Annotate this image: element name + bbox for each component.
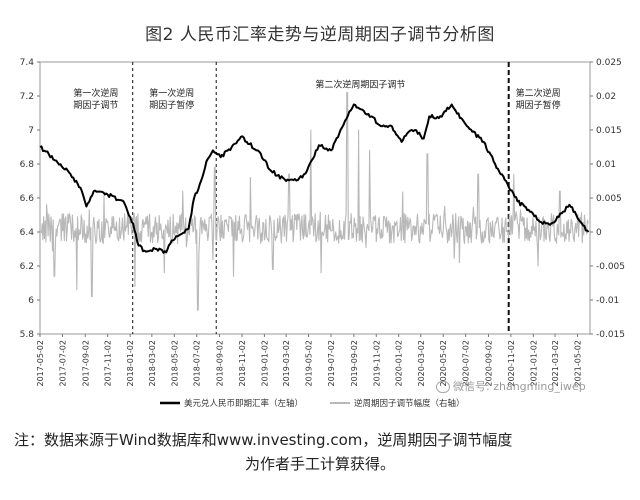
y-left-tick-label: 6 xyxy=(28,296,34,306)
x-tick-label: 2018-05-02 xyxy=(170,340,179,387)
x-tick-label: 2021-03-02 xyxy=(551,340,560,387)
x-tick-label: 2018-01-02 xyxy=(126,340,135,387)
y-right-tick-label: 0.02 xyxy=(596,92,616,102)
chart-plot: 5.8 6 6.2 6.4 6.6 6.8 7 7.2 7.4 -0.015 -0.01 -0.00… xyxy=(20,58,625,409)
chart-title: 图2 人民币汇率走势与逆周期因子调节分析图 xyxy=(145,25,495,45)
note-line-1: 注：数据来源于Wind数据库和www.investing.com，逆周期因子调节… xyxy=(14,431,513,449)
watermark-text: 微信号: zhangming_iwep xyxy=(453,380,586,393)
annotation-text: 第一次逆周 xyxy=(149,87,194,99)
x-tick-label: 2017-05-02 xyxy=(36,340,45,387)
x-tick-label: 2017-07-02 xyxy=(58,340,67,387)
y-left-tick-label: 6.8 xyxy=(20,160,35,170)
x-tick-label: 2018-07-02 xyxy=(193,340,202,387)
legend-label-adjustment: 逆周期因子调节幅度（右轴） xyxy=(354,398,465,409)
series-adjustment xyxy=(39,92,589,311)
x-tick-label: 2019-07-02 xyxy=(327,340,336,387)
wechat-icon xyxy=(436,381,450,393)
annotation-text: 期因子调节 xyxy=(73,100,118,111)
watermark: 微信号: zhangming_iwep xyxy=(436,378,586,394)
y-left-tick-label: 5.8 xyxy=(20,330,35,340)
x-tick-label: 2020-07-02 xyxy=(462,340,471,387)
x-tick-label: 2019-11-02 xyxy=(372,340,381,387)
y-axis-left: 5.8 6 6.2 6.4 6.6 6.8 7 7.2 7.4 xyxy=(20,58,40,340)
x-tick-label: 2021-05-02 xyxy=(573,340,582,387)
plot-frame xyxy=(39,61,591,335)
annotation-text: 期因子暂停 xyxy=(516,99,561,111)
x-tick-label: 2019-01-02 xyxy=(260,340,269,387)
x-tick-label: 2018-11-02 xyxy=(238,340,247,387)
regime-markers xyxy=(132,62,510,334)
annotation-text: 第二次逆周期因子调节 xyxy=(315,79,405,91)
y-right-tick-label: 0.005 xyxy=(596,194,622,204)
x-tick-label: 2020-03-02 xyxy=(417,340,426,387)
annotation-text: 第一次逆周 xyxy=(73,87,118,99)
y-right-tick-label: 0.025 xyxy=(596,58,622,68)
y-right-tick-label: -0.005 xyxy=(596,262,625,272)
x-tick-label: 2018-03-02 xyxy=(148,340,157,387)
y-right-tick-label: -0.01 xyxy=(596,296,619,306)
x-tick-label: 2019-05-02 xyxy=(305,340,314,387)
y-right-tick-label: 0.01 xyxy=(596,160,616,170)
x-tick-label: 2021-01-02 xyxy=(529,340,538,387)
annotation-text: 第二次逆周 xyxy=(516,87,561,99)
series-line-adjustment xyxy=(39,92,589,311)
y-left-tick-label: 7.4 xyxy=(20,58,35,68)
x-axis: 2017-05-02 2017-07-02 2017-09-02 2017-11-02… xyxy=(36,334,582,387)
annotation-text: 期因子暂停 xyxy=(149,99,194,111)
y-right-tick-label: 0.015 xyxy=(596,126,622,136)
x-tick-label: 2019-09-02 xyxy=(350,340,359,387)
series-line-exchange-rate xyxy=(39,103,590,254)
series-exchange-rate xyxy=(39,103,590,254)
x-tick-label: 2020-05-02 xyxy=(439,340,448,387)
note-line-2: 为作者手工计算获得。 xyxy=(244,455,395,473)
y-left-tick-label: 7.2 xyxy=(20,92,34,102)
x-tick-label: 2017-11-02 xyxy=(104,340,113,387)
y-left-tick-label: 7 xyxy=(28,126,34,136)
y-left-tick-label: 6.6 xyxy=(20,194,35,204)
y-right-tick-label: -0.015 xyxy=(596,330,625,340)
x-tick-label: 2020-01-02 xyxy=(395,340,404,387)
x-tick-label: 2020-11-02 xyxy=(507,340,516,387)
legend: 美元兑人民币即期汇率（左轴） 逆周期因子调节幅度（右轴） xyxy=(160,398,465,409)
x-tick-label: 2020-09-02 xyxy=(484,340,493,387)
figure-note: 注：数据来源于Wind数据库和www.investing.com，逆周期因子调节… xyxy=(14,428,626,476)
y-axis-right: -0.015 -0.01 -0.005 0 0.005 0.01 0.015 0.02 0.02… xyxy=(590,58,625,340)
y-right-tick-label: 0 xyxy=(596,228,602,238)
x-tick-label: 2017-09-02 xyxy=(81,340,90,387)
x-tick-label: 2019-03-02 xyxy=(282,340,291,387)
legend-label-exchange-rate: 美元兑人民币即期汇率（左轴） xyxy=(184,398,303,409)
y-left-tick-label: 6.4 xyxy=(20,228,35,238)
x-tick-label: 2018-09-02 xyxy=(216,340,225,387)
y-left-tick-label: 6.2 xyxy=(20,262,34,272)
